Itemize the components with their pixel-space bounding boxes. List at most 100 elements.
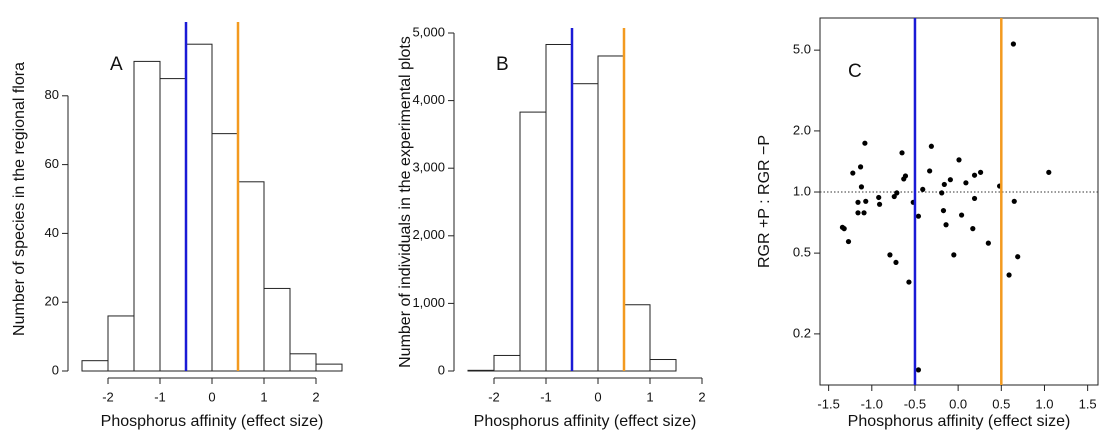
x-axis-title: Phosphorus affinity (effect size) bbox=[474, 413, 697, 430]
point bbox=[915, 367, 922, 373]
y-tick-label: 1.0 bbox=[793, 183, 811, 198]
point bbox=[850, 170, 856, 176]
point bbox=[958, 212, 965, 218]
bar bbox=[571, 83, 599, 372]
point bbox=[947, 177, 953, 183]
x-axis-title: Phosphorus affinity (effect size) bbox=[848, 413, 1071, 430]
point bbox=[876, 194, 882, 201]
point bbox=[857, 164, 864, 170]
point bbox=[1015, 254, 1021, 260]
point bbox=[951, 252, 957, 258]
bar bbox=[519, 111, 547, 372]
x-tick-label: 1 bbox=[646, 389, 653, 404]
point bbox=[985, 240, 991, 246]
point bbox=[977, 169, 984, 175]
point bbox=[920, 186, 926, 193]
point bbox=[841, 226, 847, 232]
bar bbox=[467, 369, 495, 372]
x-tick-label: -1 bbox=[540, 389, 552, 404]
panel-label: C bbox=[848, 61, 862, 82]
point bbox=[863, 198, 869, 204]
point bbox=[939, 190, 945, 196]
point bbox=[940, 207, 947, 214]
point bbox=[906, 279, 912, 285]
bar bbox=[107, 315, 135, 372]
point bbox=[876, 201, 883, 207]
bar bbox=[623, 304, 651, 372]
panel-label: A bbox=[110, 54, 123, 75]
x-tick-label: -2 bbox=[488, 389, 500, 404]
bar bbox=[237, 181, 265, 372]
point bbox=[861, 210, 867, 216]
y-axis-title: Number of individuals in the experimenta… bbox=[397, 36, 414, 368]
x-tick-label: 1.5 bbox=[1079, 396, 1097, 411]
x-tick-label: -1.0 bbox=[861, 396, 883, 411]
x-tick-label: -1 bbox=[154, 389, 166, 404]
y-tick-label: 0.5 bbox=[793, 245, 811, 260]
point bbox=[941, 181, 947, 188]
x-tick-label: 0.5 bbox=[992, 396, 1010, 411]
x-axis-title: Phosphorus affinity (effect size) bbox=[101, 413, 324, 430]
y-tick-label: 20 bbox=[45, 294, 59, 309]
y-tick-label: 0 bbox=[438, 362, 445, 377]
point bbox=[943, 222, 949, 228]
point bbox=[1010, 41, 1016, 47]
x-tick-label: 1 bbox=[260, 389, 267, 404]
x-tick-label: 0 bbox=[208, 389, 215, 404]
bar bbox=[649, 359, 677, 372]
point bbox=[963, 180, 969, 186]
y-tick-label: 4,000 bbox=[412, 92, 445, 107]
y-tick-label: 60 bbox=[45, 156, 59, 171]
point bbox=[971, 195, 978, 202]
point bbox=[845, 238, 852, 245]
point bbox=[858, 184, 865, 190]
point bbox=[956, 157, 962, 163]
bar bbox=[133, 60, 161, 372]
y-tick-label: 0.2 bbox=[793, 325, 811, 340]
y-tick-label: 2,000 bbox=[412, 227, 445, 242]
bar bbox=[289, 353, 317, 372]
point bbox=[902, 173, 909, 179]
y-tick-label: 3,000 bbox=[412, 160, 445, 175]
point bbox=[915, 213, 922, 219]
bar bbox=[159, 78, 187, 372]
x-tick-label: 0.0 bbox=[949, 396, 967, 411]
point bbox=[1046, 169, 1052, 175]
plot-frame bbox=[819, 17, 1099, 386]
point bbox=[894, 190, 900, 196]
point bbox=[862, 140, 868, 146]
x-tick-label: 0 bbox=[594, 389, 601, 404]
x-tick-label: -1.5 bbox=[817, 396, 839, 411]
x-tick-label: -2 bbox=[102, 389, 114, 404]
y-tick-label: 5,000 bbox=[412, 24, 445, 39]
bar bbox=[263, 287, 291, 372]
y-tick-label: 1,000 bbox=[412, 295, 445, 310]
bar bbox=[315, 363, 343, 372]
point bbox=[971, 172, 978, 178]
point bbox=[893, 259, 899, 266]
x-tick-label: 2 bbox=[312, 389, 319, 404]
x-tick-label: 1.0 bbox=[1035, 396, 1053, 411]
point bbox=[899, 150, 905, 156]
x-tick-label: 2 bbox=[698, 389, 705, 404]
panel-label: B bbox=[496, 54, 509, 75]
point bbox=[927, 168, 933, 174]
bar bbox=[597, 55, 625, 372]
point bbox=[1006, 272, 1012, 278]
point bbox=[891, 193, 897, 200]
y-tick-label: 80 bbox=[45, 87, 59, 102]
bar bbox=[545, 43, 573, 372]
bar bbox=[211, 133, 239, 372]
y-axis-title: Number of species in the regional flora bbox=[11, 62, 28, 336]
bar bbox=[185, 43, 213, 372]
point bbox=[855, 199, 861, 205]
x-tick-label: -0.5 bbox=[904, 396, 926, 411]
y-axis-title: RGR +P : RGR −P bbox=[756, 135, 773, 268]
y-tick-label: 2.0 bbox=[793, 122, 811, 137]
bar bbox=[493, 354, 521, 372]
y-tick-label: 40 bbox=[45, 225, 59, 240]
point bbox=[855, 210, 861, 216]
point bbox=[970, 226, 976, 232]
point bbox=[928, 143, 934, 149]
